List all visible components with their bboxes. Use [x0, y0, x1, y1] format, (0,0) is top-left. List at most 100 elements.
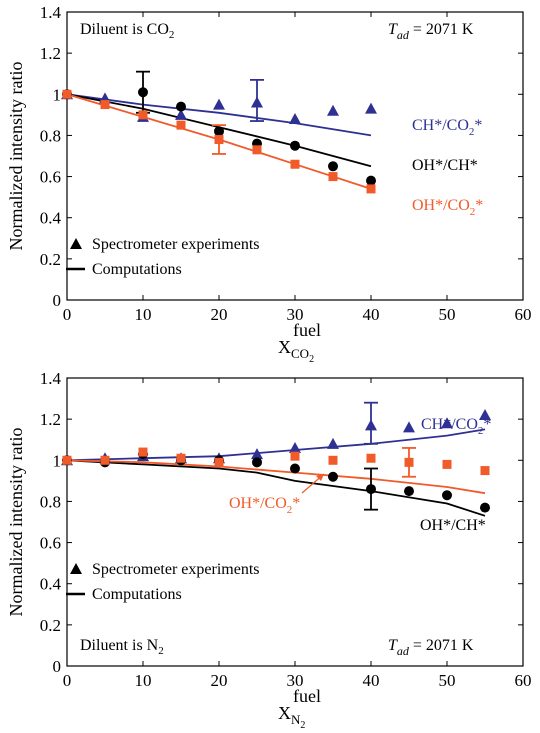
y-tick-label: 1.4	[40, 3, 62, 22]
data-point-oh_ch	[138, 87, 148, 98]
y-axis-label: Normalized intensity ratio	[6, 62, 26, 251]
plot-frame	[66, 11, 524, 301]
diluent-sub: 2	[169, 29, 175, 41]
x-tick-label: 30	[287, 305, 304, 324]
legend-experiments-label: Spectrometer experiments	[92, 561, 260, 578]
data-point-oh_co2	[366, 453, 376, 463]
data-point-oh_ch	[252, 457, 262, 468]
data-point-ch_co2	[251, 448, 263, 460]
x-tick-label: 0	[63, 671, 72, 690]
data-point-oh_co2	[442, 459, 452, 469]
data-point-oh_ch	[328, 471, 338, 482]
chart-top-co2-diluent: 0 10 20 30 40 50 60 0 0.2 0.4 0.6 0.8 1 1.2 1.4 Normali…	[6, 3, 532, 365]
series-label-sub: 2	[478, 425, 484, 437]
data-point-oh_ch	[366, 175, 376, 186]
x-tick-label: 30	[287, 671, 304, 690]
data-point-oh_ch	[480, 502, 490, 513]
x-tick-label: 60	[515, 671, 532, 690]
x-tick-label: 0	[63, 305, 72, 324]
diluent-sub: 2	[158, 645, 164, 657]
data-point-ch_co2	[403, 421, 415, 433]
tad-subscript: ad	[397, 28, 410, 42]
data-point-oh_co2	[328, 455, 338, 465]
data-point-oh_co2	[138, 447, 148, 457]
tad-label: Tad = 2071 K	[388, 21, 474, 42]
data-point-oh_co2	[252, 145, 262, 155]
legend-triangle-icon	[70, 238, 82, 249]
x-axis-label-base: X	[278, 703, 291, 723]
data-point-oh_ch	[328, 161, 338, 172]
y-tick-label: 1.2	[40, 410, 61, 429]
x-axis-label-base: X	[278, 337, 291, 357]
data-point-ch_co2	[479, 409, 491, 421]
series-label-oh_ch: OH*/CH*	[420, 517, 486, 534]
series-label-sub: 2	[469, 126, 475, 138]
data-point-oh_ch	[290, 140, 300, 151]
x-tick-label: 40	[363, 671, 380, 690]
data-point-ch_co2	[175, 108, 187, 120]
series-label-ch_co2: CH*/CO2*	[421, 416, 491, 437]
data-point-oh_co2	[328, 172, 338, 182]
data-point-oh_co2	[290, 451, 300, 461]
label-arrow-head	[316, 474, 324, 481]
data-point-ch_co2	[327, 437, 339, 449]
y-tick-label: 0.6	[40, 168, 61, 187]
data-point-oh_ch	[214, 126, 224, 137]
data-point-oh_co2	[100, 100, 110, 110]
data-point-oh_ch	[366, 484, 376, 495]
series-label-sub: 2	[470, 206, 476, 218]
data-point-ch_co2	[251, 96, 263, 108]
y-tick-label: 0.4	[40, 575, 62, 594]
tad-symbol: T	[388, 637, 398, 654]
diluent-text: Diluent is CO	[80, 21, 169, 38]
x-axis-label-subsub: 2	[309, 354, 314, 365]
legend-experiments-label: Spectrometer experiments	[92, 236, 260, 253]
data-point-oh_co2	[480, 466, 490, 476]
series-label-text: OH*/CO	[412, 197, 470, 214]
tad-value: = 2071 K	[409, 637, 474, 654]
y-tick-label: 0	[53, 291, 62, 310]
x-tick-label: 40	[363, 305, 380, 324]
legend-triangle-icon	[70, 563, 82, 574]
data-point-ch_co2	[441, 417, 453, 429]
y-tick-label: 0.8	[40, 126, 61, 145]
x-tick-label: 60	[515, 305, 532, 324]
data-point-ch_co2	[289, 441, 301, 453]
series-label-suffix: *	[483, 416, 491, 433]
x-tick-label: 50	[439, 305, 456, 324]
series-label-oh_co2: OH*/CO2*	[412, 197, 483, 218]
series-label-text: OH*/CH*	[420, 517, 486, 534]
legend-computations-label: Computations	[92, 586, 182, 603]
data-point-oh_ch	[442, 490, 452, 501]
series-label-text: OH*/CH*	[412, 157, 478, 174]
computation-line-oh_ch	[66, 459, 486, 517]
x-axis-label-subsub: 2	[300, 720, 305, 731]
series-label-oh_co2: OH*/CO2*	[229, 495, 300, 516]
y-tick-label: 0.6	[40, 534, 61, 553]
data-point-oh_ch	[404, 486, 414, 497]
data-point-oh_co2	[138, 110, 148, 120]
data-point-oh_co2	[176, 120, 186, 130]
series-label-suffix: *	[475, 197, 483, 214]
series-label-ch_co2: CH*/CO2*	[412, 117, 482, 138]
x-tick-label: 10	[135, 305, 152, 324]
chart-bottom-n2-diluent: 0 10 20 30 40 50 60 0 0.2 0.4 0.6 0.8 1 1.2 1.4 Normali…	[6, 369, 532, 731]
data-point-oh_co2	[404, 457, 414, 467]
y-axis-label: Normalized intensity ratio	[6, 428, 26, 617]
data-point-ch_co2	[289, 112, 301, 124]
diluent-text: Diluent is N	[80, 637, 159, 654]
y-tick-label: 0.4	[40, 209, 62, 228]
data-point-oh_co2	[214, 135, 224, 145]
diluent-label: Diluent is N2	[80, 637, 164, 657]
computation-line-ch_co2	[66, 428, 486, 462]
data-point-oh_ch	[290, 463, 300, 474]
x-axis-label: XCO2	[278, 337, 314, 365]
data-point-oh_co2	[290, 159, 300, 169]
tad-value: = 2071 K	[409, 21, 474, 38]
y-tick-label: 0.2	[40, 616, 61, 635]
data-point-ch_co2	[327, 104, 339, 116]
series-label-suffix: *	[474, 117, 482, 134]
data-point-ch_co2	[365, 102, 377, 114]
x-tick-label: 20	[211, 671, 228, 690]
y-tick-label: 1	[53, 85, 62, 104]
